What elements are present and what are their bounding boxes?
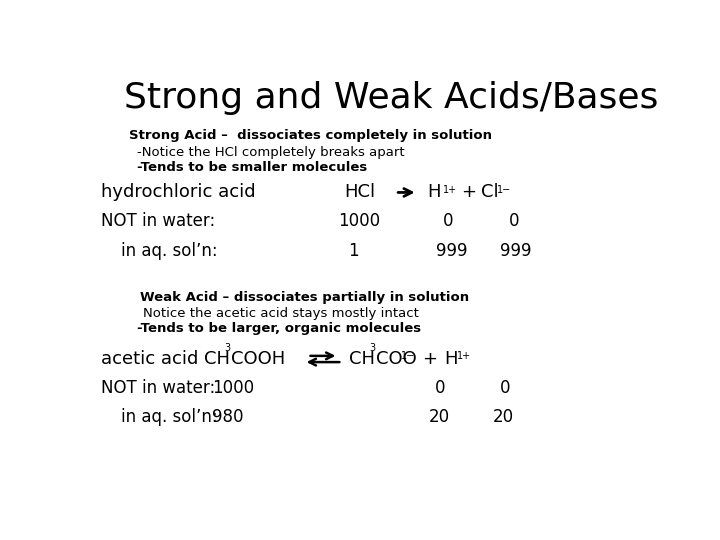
Text: 0: 0 [508,212,519,231]
Text: Strong and Weak Acids/Bases: Strong and Weak Acids/Bases [124,82,659,116]
Text: Strong Acid –  dissociates completely in solution: Strong Acid – dissociates completely in … [129,129,492,142]
Text: 0: 0 [444,212,454,231]
Text: 1+: 1+ [457,352,472,361]
Text: NOT in water:: NOT in water: [101,379,215,397]
Text: 1000: 1000 [212,379,253,397]
Text: H: H [444,349,458,368]
Text: 1−: 1− [401,352,415,361]
Text: -Notice the HCl completely breaks apart: -Notice the HCl completely breaks apart [138,146,405,159]
Text: 0: 0 [435,379,446,397]
Text: in aq. sol’n:: in aq. sol’n: [121,408,217,426]
Text: 3: 3 [224,343,230,353]
Text: 1+: 1+ [444,185,457,195]
Text: CH: CH [349,349,375,368]
Text: HCl: HCl [344,183,375,201]
Text: COO: COO [376,349,416,368]
Text: 999: 999 [500,241,531,260]
Text: -Tends to be larger, organic molecules: -Tends to be larger, organic molecules [138,322,421,335]
Text: +: + [461,183,476,201]
Text: 1−: 1− [498,185,512,195]
Text: 980: 980 [212,408,243,426]
Text: 1000: 1000 [338,212,380,231]
Text: Cl: Cl [481,183,498,201]
Text: -Tends to be smaller molecules: -Tends to be smaller molecules [138,161,368,174]
Text: 1: 1 [348,241,359,260]
Text: 0: 0 [500,379,510,397]
Text: H: H [428,183,441,201]
Text: NOT in water:: NOT in water: [101,212,215,231]
Text: 999: 999 [436,241,467,260]
Text: CH: CH [204,349,230,368]
Text: Weak Acid – dissociates partially in solution: Weak Acid – dissociates partially in sol… [140,292,469,305]
Text: +: + [422,349,437,368]
Text: COOH: COOH [230,349,285,368]
Text: 20: 20 [428,408,450,426]
Text: acetic acid: acetic acid [101,349,199,368]
Text: in aq. sol’n:: in aq. sol’n: [121,241,217,260]
Text: Notice the acetic acid stays mostly intact: Notice the acetic acid stays mostly inta… [143,307,419,320]
Text: hydrochloric acid: hydrochloric acid [101,183,256,201]
Text: 3: 3 [369,343,375,353]
Text: 20: 20 [493,408,514,426]
